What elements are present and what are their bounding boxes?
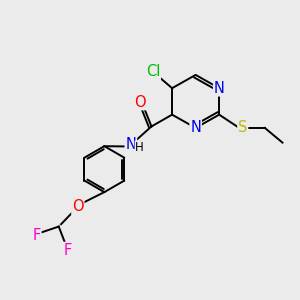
Text: S: S [238,120,248,135]
Text: N: N [125,136,136,152]
Text: F: F [63,243,72,258]
Text: N: N [214,81,225,96]
Text: O: O [72,199,84,214]
Text: F: F [32,228,41,243]
Text: O: O [134,94,146,110]
Text: N: N [190,120,201,135]
Text: H: H [135,141,144,154]
Text: Cl: Cl [146,64,160,80]
